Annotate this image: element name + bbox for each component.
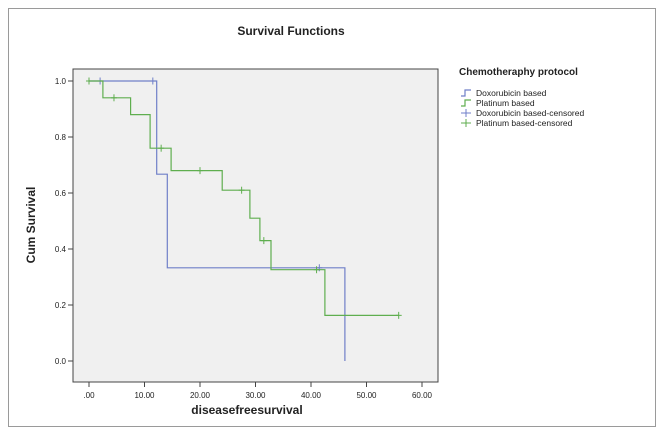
- censor-mark-platinum-based: [395, 311, 402, 319]
- legend-entry: Platinum based: [461, 98, 535, 108]
- y-tick-label: 0.8: [55, 133, 67, 142]
- legend-swatch: [461, 89, 471, 97]
- chart-title: Survival Functions: [237, 24, 345, 38]
- x-tick-label: 60.00: [412, 391, 433, 400]
- censor-mark-platinum-based: [238, 186, 245, 194]
- censor-mark-platinum-based: [158, 144, 165, 152]
- censor-mark-platinum-based: [197, 167, 203, 175]
- x-tick-label: 30.00: [245, 391, 266, 400]
- y-axis-label: Cum Survival: [24, 187, 38, 264]
- x-axis: .00 10.00 20.00 30.00 40.00 50.00 60.00: [83, 382, 433, 400]
- x-tick-label: .00: [83, 391, 95, 400]
- y-tick-label: 0.4: [55, 245, 67, 254]
- y-tick-label: 1.0: [55, 77, 67, 86]
- censor-mark-platinum-based: [313, 266, 320, 274]
- legend-label: Doxorubicin based: [476, 88, 547, 98]
- survival-chart: Survival Functions 0.0 0.2 0.4 0.6 0.8 1.0 .0…: [24, 24, 584, 417]
- series-layer: [86, 77, 402, 361]
- censor-mark-platinum-based: [110, 94, 117, 102]
- y-tick-label: 0.0: [55, 357, 67, 366]
- legend-swatch: [461, 99, 471, 107]
- legend-label: Doxorubicin based-censored: [476, 108, 584, 118]
- x-axis-label: diseasefreesurvival: [191, 403, 302, 417]
- y-axis: 0.0 0.2 0.4 0.6 0.8 1.0: [55, 77, 73, 366]
- x-tick-label: 50.00: [356, 391, 377, 400]
- survival-line-platinum-based: [89, 80, 399, 316]
- legend-label: Platinum based-censored: [476, 118, 573, 128]
- y-tick-label: 0.6: [55, 189, 67, 198]
- plot-area: [72, 68, 439, 383]
- y-tick-label: 0.2: [55, 301, 67, 310]
- censor-mark-platinum-based: [86, 77, 92, 85]
- legend-title: Chemotheraphy protocol: [459, 67, 578, 78]
- chart-frame: Survival Functions 0.0 0.2 0.4 0.6 0.8 1.0 .0…: [8, 8, 656, 427]
- censor-mark-platinum-based: [260, 237, 267, 245]
- survival-line-doxorubicin-based: [89, 80, 346, 361]
- legend-entry: Platinum based-censored: [461, 118, 573, 128]
- legend-entry: Doxorubicin based-censored: [461, 108, 584, 118]
- legend-label: Platinum based: [476, 98, 535, 108]
- x-tick-label: 20.00: [190, 391, 211, 400]
- legend: Chemotheraphy protocol Doxorubicin based…: [459, 67, 584, 128]
- x-tick-label: 40.00: [301, 391, 322, 400]
- censor-mark-doxorubicin-based: [149, 77, 156, 85]
- x-tick-label: 10.00: [134, 391, 155, 400]
- legend-entry: Doxorubicin based: [461, 88, 547, 98]
